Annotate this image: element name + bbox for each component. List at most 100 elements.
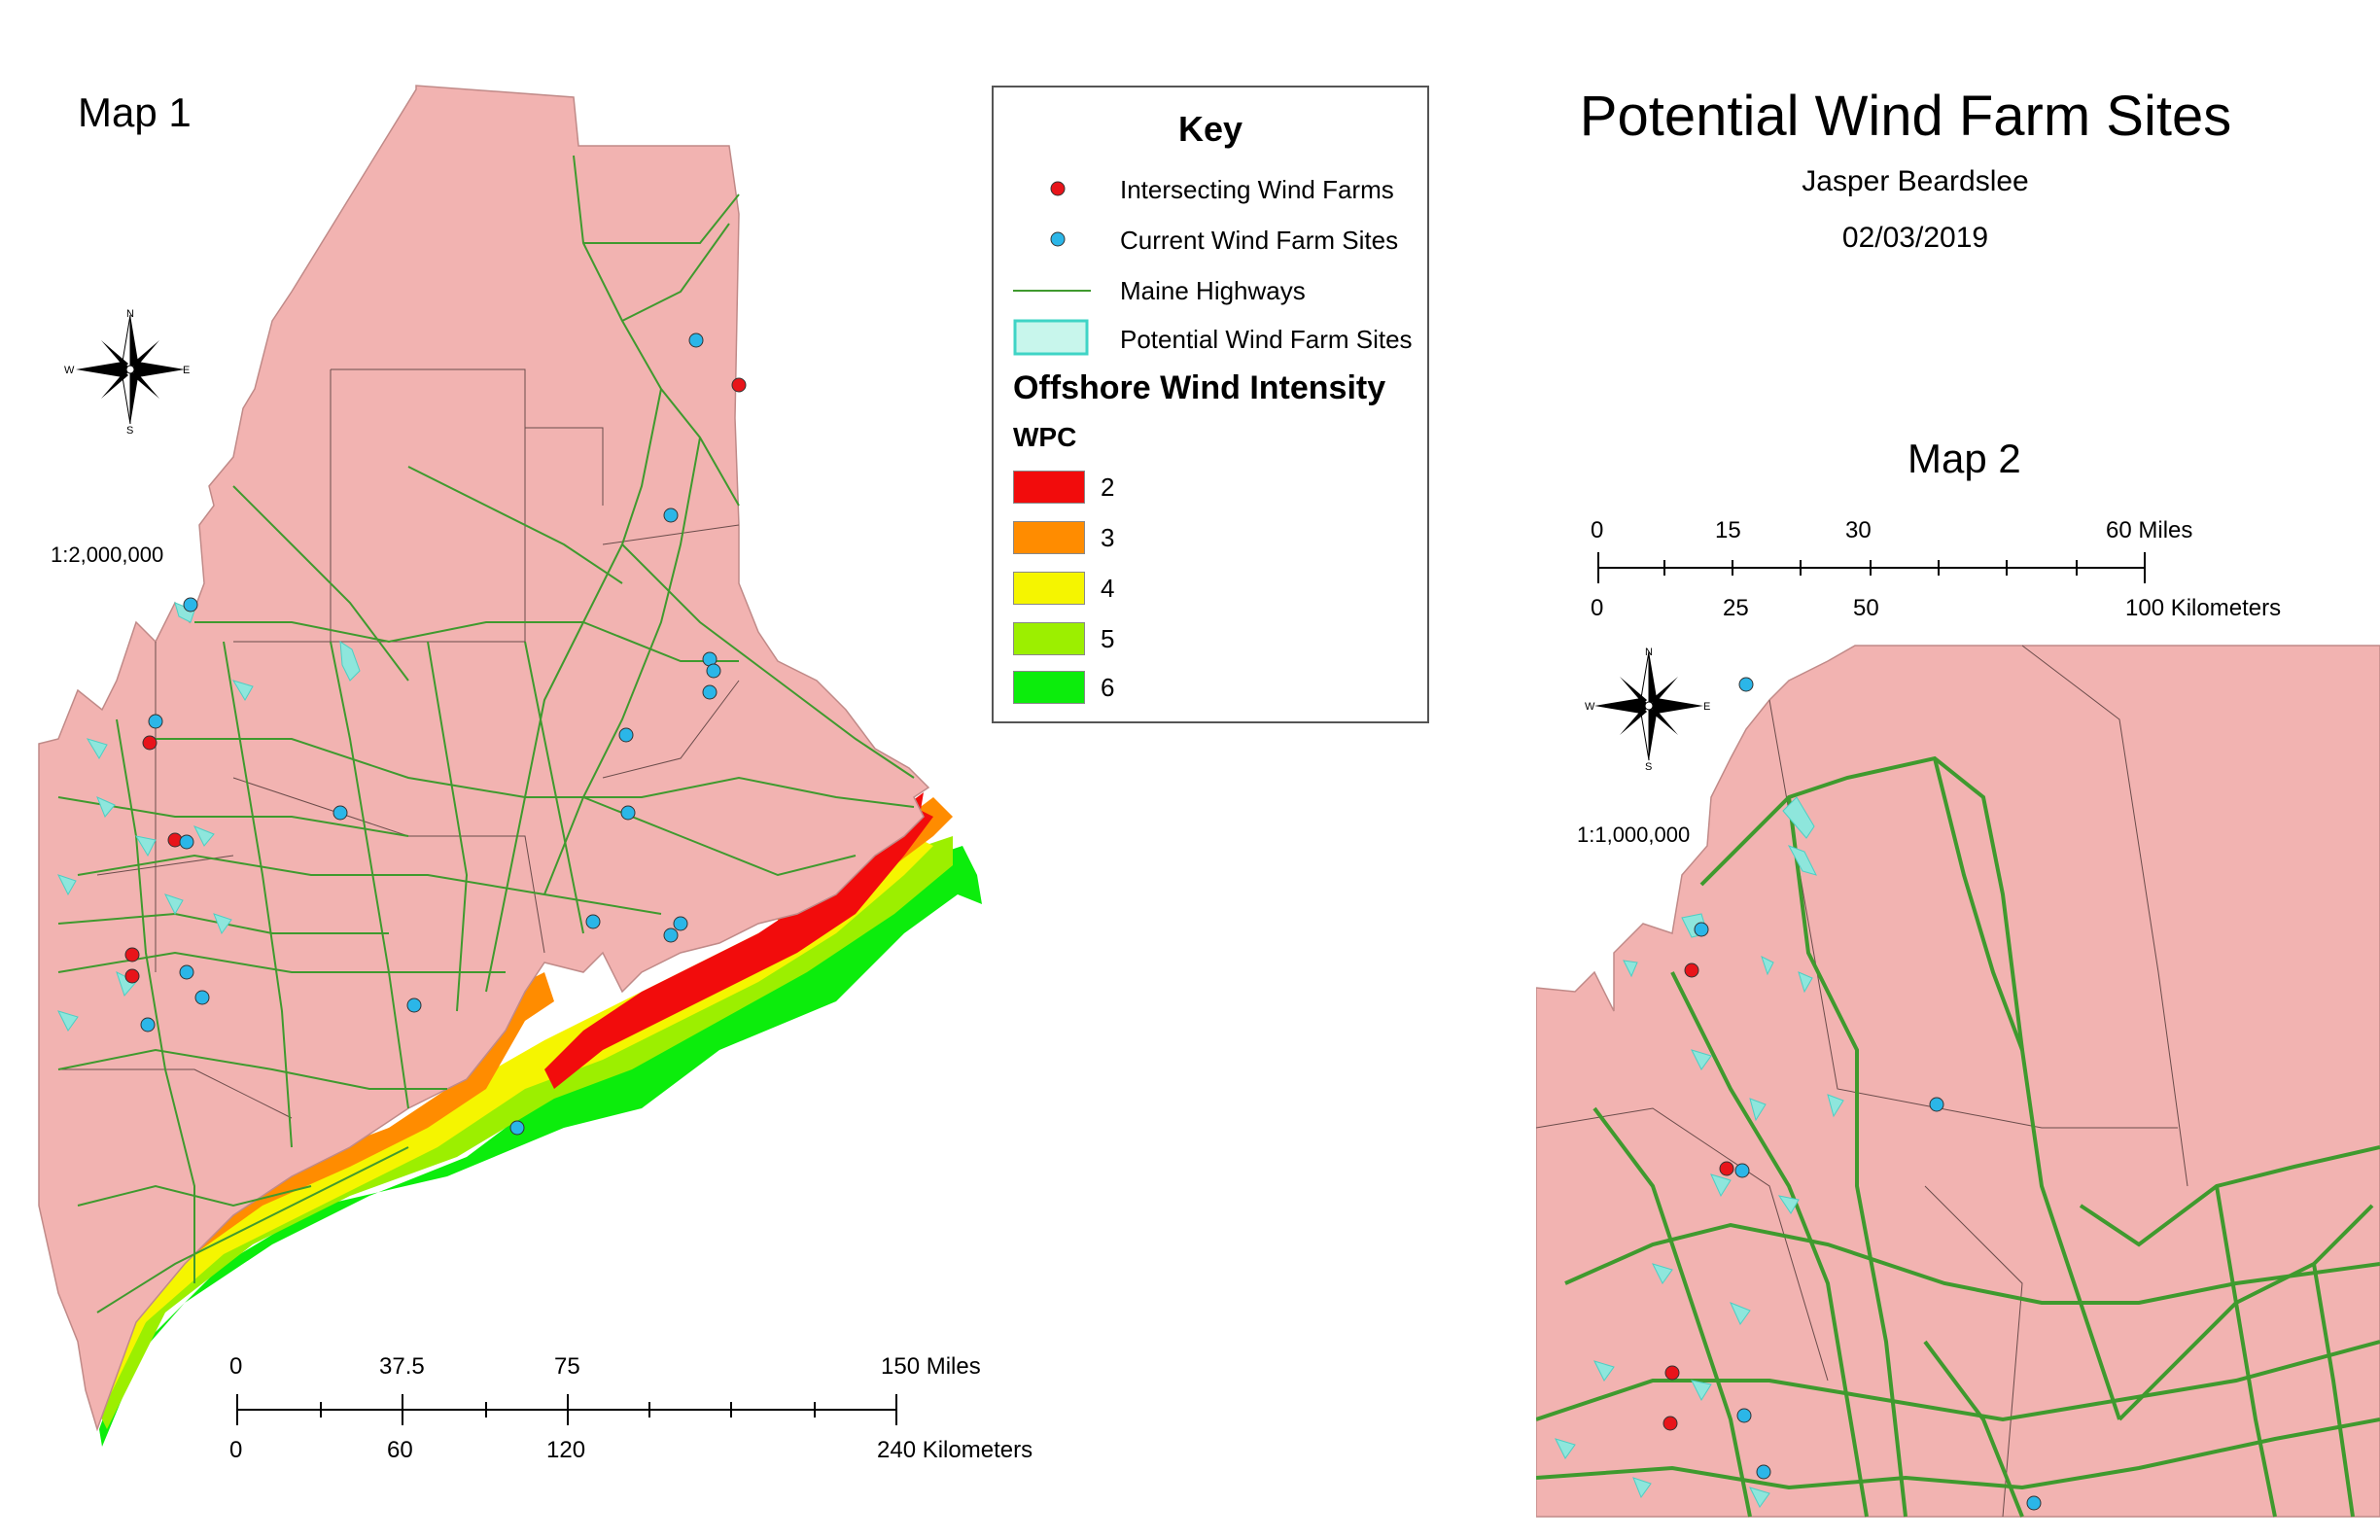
legend-item-highways: Maine Highways bbox=[1013, 274, 1421, 307]
intersecting-wind-farm bbox=[731, 377, 747, 393]
wind-farms-map2 bbox=[1662, 677, 2042, 1511]
current-wind-farm bbox=[688, 332, 704, 348]
legend-panel: Key Intersecting Wind Farms Current Wind… bbox=[992, 86, 1429, 723]
map1-scale-mile-2: 75 bbox=[554, 1353, 580, 1380]
map1-scale-mile-0: 0 bbox=[229, 1353, 243, 1380]
scale-bar-map2 bbox=[1597, 552, 2146, 583]
wpc-4-label: 4 bbox=[1101, 574, 1115, 603]
current-wind-farm bbox=[1734, 1163, 1750, 1178]
current-wind-farm bbox=[179, 964, 194, 980]
author: Jasper Beardslee bbox=[1802, 165, 2029, 197]
compass-e: E bbox=[183, 365, 190, 376]
current-wind-farm bbox=[702, 684, 718, 700]
wpc-3-label: 3 bbox=[1101, 523, 1115, 552]
intersecting-wind-farm bbox=[124, 947, 140, 962]
potential-sites-map2 bbox=[1555, 796, 1844, 1508]
wpc-6-swatch bbox=[1013, 671, 1085, 704]
compass-n: N bbox=[1645, 647, 1653, 658]
potential-sites-map1 bbox=[57, 602, 361, 1032]
compass-letters-map1: N S E W bbox=[64, 308, 190, 437]
current-wind-farm bbox=[663, 928, 679, 943]
intersecting-wind-farm bbox=[142, 735, 158, 751]
legend-title: Key bbox=[1177, 109, 1243, 149]
page-title: Potential Wind Farm Sites bbox=[1579, 85, 2232, 148]
map2-scale-km-2: 50 bbox=[1853, 595, 1879, 621]
compass-letters-map2: N S E W bbox=[1585, 647, 1710, 773]
legend-label: Maine Highways bbox=[1120, 276, 1306, 305]
cyan-polygon-icon bbox=[1013, 319, 1089, 356]
current-wind-farm bbox=[620, 805, 636, 821]
map1-svg: N S E W bbox=[38, 85, 982, 1447]
current-wind-farm bbox=[179, 834, 194, 850]
red-dot-icon bbox=[1050, 181, 1066, 196]
current-wind-farm bbox=[1929, 1097, 1944, 1112]
date: 02/03/2019 bbox=[1841, 222, 1989, 254]
current-wind-farm bbox=[140, 1017, 156, 1032]
map1-scale-km-1: 60 bbox=[387, 1437, 413, 1463]
current-wind-farm bbox=[618, 727, 634, 743]
north-arrow-icon-map2 bbox=[1594, 650, 1703, 761]
map2-scale-mile-0: 0 bbox=[1591, 517, 1604, 543]
map1-scale-km-2: 120 bbox=[546, 1437, 586, 1463]
map2-scale-ratio: 1:1,000,000 bbox=[1577, 822, 1691, 847]
map1-scale-ratio: 1:2,000,000 bbox=[51, 542, 164, 567]
current-wind-farm bbox=[706, 663, 721, 679]
current-wind-farm bbox=[673, 916, 688, 931]
map1-scale-mile-1: 37.5 bbox=[379, 1353, 425, 1380]
current-wind-farm bbox=[1756, 1464, 1771, 1480]
current-wind-farm bbox=[406, 998, 422, 1013]
current-wind-farm bbox=[663, 508, 679, 523]
intersecting-wind-farm bbox=[124, 968, 140, 984]
current-wind-farm bbox=[1736, 1408, 1752, 1423]
legend-label: Current Wind Farm Sites bbox=[1120, 226, 1399, 255]
map2-title: Map 2 bbox=[1908, 436, 2021, 481]
compass-s: S bbox=[126, 425, 133, 437]
wpc-6-label: 6 bbox=[1101, 673, 1115, 702]
highways-layer bbox=[57, 155, 915, 1313]
legend-item-intersecting: Intersecting Wind Farms bbox=[1013, 173, 1421, 206]
compass-s: S bbox=[1645, 761, 1652, 773]
map1-title: Map 1 bbox=[78, 89, 192, 135]
green-line-icon bbox=[1013, 290, 1091, 292]
map1-scale-mile-3: 150 Miles bbox=[881, 1353, 981, 1380]
map2-scale-mile-2: 30 bbox=[1845, 517, 1872, 543]
map2-scale-km-3: 100 Kilometers bbox=[2125, 595, 2282, 621]
intersecting-wind-farm bbox=[1684, 962, 1699, 978]
legend-label: Intersecting Wind Farms bbox=[1120, 175, 1394, 204]
wind-farms-map1 bbox=[124, 332, 747, 1136]
current-wind-farm bbox=[1738, 677, 1754, 692]
current-wind-farm bbox=[509, 1120, 525, 1136]
maine-landmass bbox=[38, 85, 930, 1432]
intersecting-wind-farm bbox=[1719, 1161, 1734, 1176]
current-wind-farm bbox=[194, 990, 210, 1005]
wpc-5-swatch bbox=[1013, 622, 1085, 655]
current-wind-farm bbox=[332, 805, 348, 821]
current-wind-farm bbox=[148, 714, 163, 729]
intersecting-wind-farm bbox=[1664, 1365, 1680, 1381]
current-wind-farm bbox=[183, 597, 198, 612]
map2-highways bbox=[1536, 755, 2380, 1518]
map2-landmass bbox=[1536, 645, 2380, 1518]
map2-svg: N S E W bbox=[1536, 552, 2380, 1518]
map1-scale-km-0: 0 bbox=[229, 1437, 243, 1463]
wpc-2-band bbox=[544, 807, 933, 1089]
map2-scale-mile-3: 60 Miles bbox=[2106, 517, 2193, 543]
legend-item-potential: Potential Wind Farm Sites bbox=[1013, 319, 1421, 358]
legend-wpc-heading: WPC bbox=[1013, 422, 1077, 452]
legend-offshore-heading: Offshore Wind Intensity bbox=[1013, 369, 1386, 406]
north-arrow-icon bbox=[76, 314, 185, 425]
map2-scale-km-0: 0 bbox=[1591, 595, 1604, 621]
wpc-2-label: 2 bbox=[1101, 472, 1115, 502]
intersecting-wind-farm bbox=[1662, 1416, 1678, 1431]
scale-bar-map1 bbox=[236, 1394, 897, 1425]
map2-scale-km-1: 25 bbox=[1723, 595, 1749, 621]
compass-e: E bbox=[1703, 701, 1710, 713]
compass-n: N bbox=[126, 308, 134, 320]
map1-scale-km-3: 240 Kilometers bbox=[877, 1437, 1033, 1463]
wpc-3-swatch bbox=[1013, 521, 1085, 554]
blue-dot-icon bbox=[1050, 231, 1066, 247]
wpc-2-swatch bbox=[1013, 471, 1085, 504]
current-wind-farm bbox=[2026, 1495, 2042, 1511]
legend-label: Potential Wind Farm Sites bbox=[1120, 325, 1413, 354]
current-wind-farm bbox=[1694, 922, 1709, 937]
